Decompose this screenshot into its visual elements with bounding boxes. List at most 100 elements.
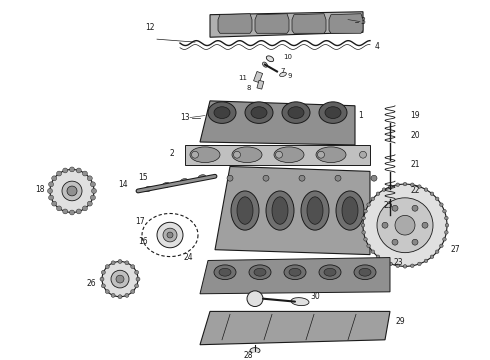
Circle shape (411, 264, 414, 267)
Text: 8: 8 (246, 85, 251, 91)
Text: 2: 2 (169, 149, 174, 158)
Circle shape (48, 189, 52, 193)
Circle shape (440, 244, 443, 248)
Polygon shape (200, 257, 390, 294)
Circle shape (376, 255, 380, 258)
Ellipse shape (284, 265, 306, 280)
Circle shape (102, 261, 138, 297)
Text: 23: 23 (393, 258, 403, 267)
Circle shape (101, 284, 105, 288)
Ellipse shape (291, 298, 309, 306)
Circle shape (76, 168, 81, 173)
Ellipse shape (254, 268, 266, 276)
Circle shape (392, 239, 398, 245)
Ellipse shape (245, 102, 273, 123)
Circle shape (82, 206, 87, 211)
Ellipse shape (232, 147, 262, 163)
Circle shape (87, 176, 92, 181)
Ellipse shape (263, 62, 268, 67)
Polygon shape (218, 14, 252, 33)
Text: 3: 3 (360, 17, 365, 26)
Ellipse shape (272, 197, 288, 224)
Circle shape (444, 216, 448, 220)
Circle shape (82, 171, 87, 176)
Ellipse shape (288, 107, 304, 118)
Text: 12: 12 (146, 23, 155, 32)
Bar (254, 72, 263, 83)
Ellipse shape (249, 265, 271, 280)
Polygon shape (255, 14, 289, 33)
Text: 4: 4 (375, 41, 380, 50)
Circle shape (105, 289, 109, 293)
Ellipse shape (280, 72, 286, 77)
Circle shape (367, 244, 370, 248)
Circle shape (364, 210, 368, 213)
Circle shape (436, 250, 439, 253)
Ellipse shape (250, 348, 260, 354)
Circle shape (367, 203, 370, 206)
Ellipse shape (354, 265, 376, 280)
Circle shape (424, 188, 428, 192)
Text: 25: 25 (383, 201, 392, 210)
Circle shape (361, 224, 365, 227)
Circle shape (362, 231, 366, 234)
Circle shape (111, 293, 115, 297)
Circle shape (396, 264, 399, 267)
Circle shape (157, 222, 183, 248)
Bar (257, 80, 264, 89)
Circle shape (275, 151, 283, 158)
Circle shape (440, 203, 443, 206)
Circle shape (87, 201, 92, 206)
Circle shape (442, 210, 446, 213)
Text: 16: 16 (138, 237, 148, 246)
Ellipse shape (307, 197, 323, 224)
Ellipse shape (231, 191, 259, 230)
Circle shape (263, 175, 269, 181)
Polygon shape (200, 311, 390, 345)
Circle shape (382, 222, 388, 228)
Circle shape (70, 167, 74, 172)
Ellipse shape (319, 265, 341, 280)
Polygon shape (200, 101, 355, 145)
Circle shape (411, 183, 414, 186)
Circle shape (49, 182, 53, 187)
Ellipse shape (219, 268, 231, 276)
Circle shape (377, 198, 433, 253)
Circle shape (442, 238, 446, 241)
Circle shape (100, 277, 104, 281)
Circle shape (371, 250, 375, 253)
Circle shape (125, 261, 129, 265)
Polygon shape (210, 12, 363, 37)
Circle shape (445, 224, 449, 227)
Circle shape (371, 175, 377, 181)
Circle shape (116, 275, 124, 283)
Circle shape (167, 232, 173, 238)
Circle shape (50, 170, 94, 212)
Ellipse shape (162, 183, 170, 188)
Text: 11: 11 (238, 75, 247, 81)
Circle shape (424, 259, 428, 262)
Circle shape (49, 195, 53, 200)
Ellipse shape (267, 56, 274, 62)
Circle shape (247, 291, 263, 306)
Circle shape (105, 265, 109, 269)
Circle shape (101, 270, 105, 274)
Ellipse shape (251, 107, 267, 118)
Circle shape (118, 260, 122, 264)
Ellipse shape (325, 107, 341, 118)
Circle shape (135, 284, 139, 288)
Circle shape (91, 182, 96, 187)
Circle shape (362, 216, 366, 220)
Circle shape (56, 171, 62, 176)
Ellipse shape (144, 186, 152, 192)
Ellipse shape (282, 102, 310, 123)
Circle shape (396, 183, 399, 186)
Circle shape (111, 261, 115, 265)
Circle shape (318, 151, 324, 158)
Circle shape (444, 231, 448, 234)
Ellipse shape (198, 175, 206, 180)
Circle shape (430, 192, 434, 195)
Circle shape (62, 181, 82, 201)
Text: 13: 13 (180, 113, 190, 122)
Ellipse shape (180, 179, 188, 184)
